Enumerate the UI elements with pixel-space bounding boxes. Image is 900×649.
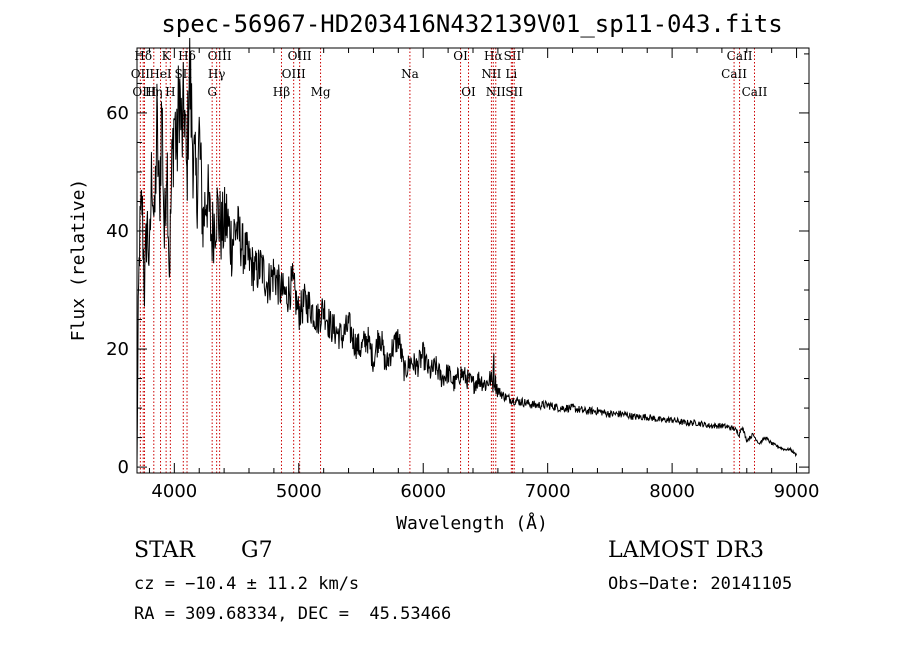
- x-tick-label: 8000: [649, 481, 695, 502]
- marker-label: Hβ: [273, 85, 290, 99]
- y-axis-label: Flux (relative): [68, 179, 89, 342]
- y-tick-label: 20: [106, 339, 129, 360]
- observation-date: Obs−Date: 20141105: [608, 574, 793, 594]
- marker-label: Hδ: [178, 49, 196, 63]
- marker-label: Hα: [484, 49, 503, 63]
- marker-label: Na: [401, 67, 419, 81]
- survey-name: LAMOST DR3: [608, 538, 764, 563]
- marker-label: OIII: [282, 67, 306, 81]
- series-line: [136, 37, 798, 467]
- x-tick-label: 9000: [774, 481, 820, 502]
- series-layer: [136, 37, 798, 467]
- marker-label: Mg: [311, 85, 331, 99]
- marker-label: SII: [505, 85, 523, 99]
- axis-ticks: 4000 5000 6000 7000 8000 9000 0 20 40 60: [106, 48, 819, 502]
- marker-label: Hδ: [134, 49, 152, 63]
- marker-label: OIII: [288, 49, 312, 63]
- x-tick-label: 7000: [525, 481, 571, 502]
- marker-label: OII: [131, 67, 151, 81]
- marker-label: SII: [504, 49, 522, 63]
- marker-label: OIII: [132, 85, 156, 99]
- coordinates: RA = 309.68334, DEC = 45.53466: [134, 604, 452, 624]
- x-tick-label: 5000: [276, 481, 322, 502]
- marker-label: NII: [481, 67, 501, 81]
- y-tick-label: 60: [106, 103, 129, 124]
- marker-label: HeI: [149, 67, 172, 81]
- redshift-value: cz = −10.4 ± 11.2 km/s: [134, 574, 360, 594]
- marker-label: CaII: [721, 67, 747, 81]
- plot-frame: [136, 47, 810, 474]
- marker-label: G: [207, 85, 217, 99]
- y-tick-label: 0: [118, 457, 129, 478]
- marker-label: H: [165, 85, 175, 99]
- marker-label: OI: [453, 49, 468, 63]
- y-tick-label: 40: [106, 221, 129, 242]
- marker-label: CaII: [727, 49, 753, 63]
- marker-label: OI: [461, 85, 476, 99]
- object-type: STAR: [134, 538, 195, 563]
- x-axis-label: Wavelength (Å): [396, 512, 548, 534]
- x-tick-label: 4000: [151, 481, 197, 502]
- marker-label: CaII: [742, 85, 768, 99]
- marker-label: OIII: [208, 49, 232, 63]
- marker-label: Hη: [145, 85, 163, 99]
- marker-label: NII: [486, 85, 506, 99]
- chart-title: spec-56967-HD203416N432139V01_sp11-043.f…: [161, 10, 782, 38]
- spectral-subclass: G7: [241, 538, 273, 563]
- marker-label: K: [162, 49, 172, 63]
- x-tick-label: 6000: [400, 481, 446, 502]
- marker-label: Hγ: [208, 67, 226, 81]
- marker-label: Li: [505, 67, 517, 81]
